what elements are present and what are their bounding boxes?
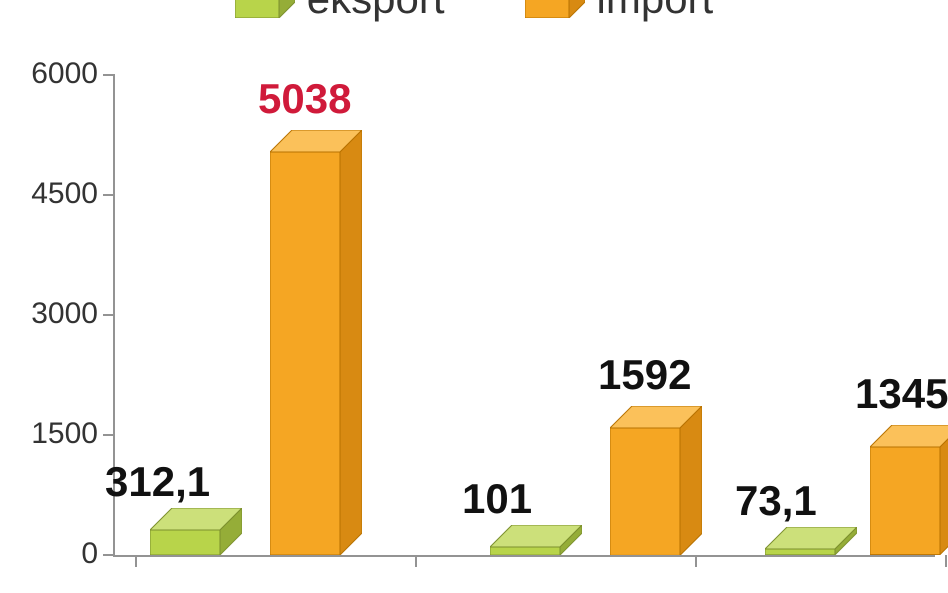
- y-tick-label: 6000: [8, 57, 98, 91]
- bar-eksport: [150, 508, 242, 555]
- bar-value-label: 312,1: [105, 458, 210, 506]
- y-tick-label: 3000: [8, 297, 98, 331]
- y-tick-label: 1500: [8, 417, 98, 451]
- bar-import: [610, 406, 702, 555]
- legend-item-import: import: [525, 0, 714, 23]
- legend-label: import: [597, 0, 714, 23]
- legend-item-eksport: eksport: [235, 0, 445, 23]
- legend-label: eksport: [307, 0, 445, 23]
- eksport-legend-cube-icon: [235, 0, 295, 23]
- legend: eksport import: [0, 0, 948, 23]
- y-tick-label: 0: [8, 537, 98, 571]
- x-tick: [945, 555, 947, 567]
- bar-value-label: 1592: [598, 351, 691, 399]
- bar-import: [870, 425, 948, 555]
- bar-eksport: [765, 527, 857, 555]
- x-axis-baseline: [115, 555, 935, 557]
- chart-plot-area: 312,1 5038 101 1592 73,1 1345: [115, 75, 935, 555]
- import-legend-cube-icon: [525, 0, 585, 23]
- y-tick-label: 4500: [8, 177, 98, 211]
- bar-value-label: 5038: [258, 75, 351, 123]
- bar-value-label: 101: [462, 475, 532, 523]
- x-tick: [415, 555, 417, 567]
- bar-value-label: 1345: [855, 370, 948, 418]
- bar-import: [270, 130, 362, 555]
- bar-value-label: 73,1: [735, 477, 817, 525]
- x-tick: [695, 555, 697, 567]
- x-tick: [135, 555, 137, 567]
- bar-eksport: [490, 525, 582, 555]
